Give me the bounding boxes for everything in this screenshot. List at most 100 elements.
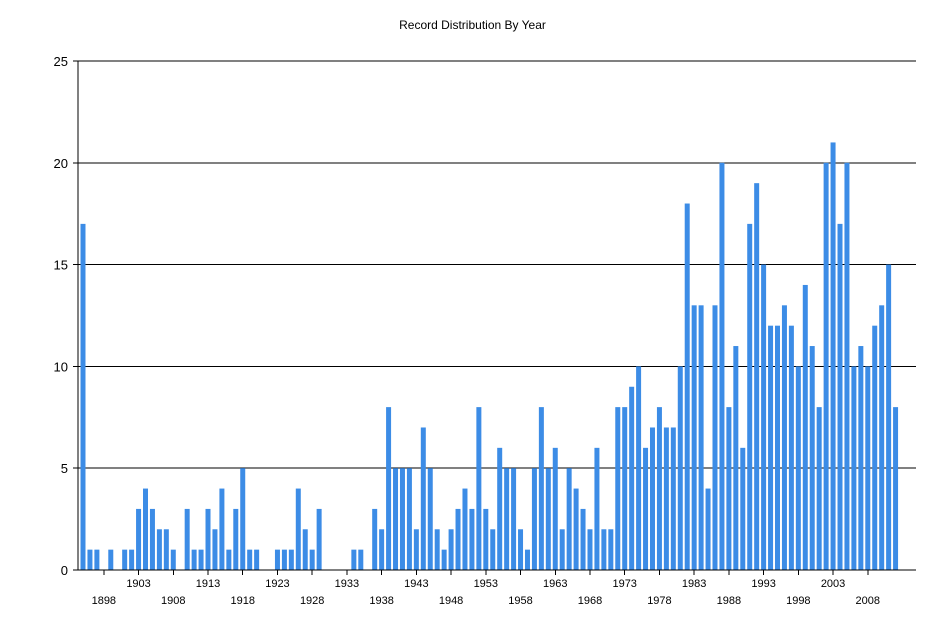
bar-2006 [851, 366, 857, 570]
xtick-label-1998: 1998 [786, 595, 810, 607]
bar-2009 [872, 325, 878, 570]
bar-1970 [601, 529, 607, 570]
bar-1908 [170, 549, 176, 570]
bar-2004 [837, 223, 843, 570]
bar-1902 [129, 549, 135, 570]
bar-1904 [143, 488, 149, 570]
bar-1991 [747, 223, 753, 570]
xtick-label-1963: 1963 [543, 578, 567, 590]
bar-2002 [823, 162, 829, 571]
bar-1960 [531, 468, 537, 570]
bar-1939 [386, 407, 392, 570]
xtick-label-1938: 1938 [369, 595, 393, 607]
bar-1940 [393, 468, 399, 570]
bar-1987 [719, 162, 725, 571]
bar-2007 [858, 346, 864, 570]
bar-1994 [768, 325, 774, 570]
bar-1947 [441, 549, 447, 570]
bar-1980 [670, 427, 676, 570]
xtick-label-1958: 1958 [508, 595, 532, 607]
bar-1969 [594, 447, 600, 570]
bar-1903 [136, 508, 142, 570]
bar-1942 [406, 468, 412, 570]
bar-1998 [795, 366, 801, 570]
bar-1974 [629, 386, 635, 570]
bar-1926 [295, 488, 301, 570]
bar-1917 [233, 508, 239, 570]
bar-1955 [497, 447, 503, 570]
bar-1993 [761, 264, 767, 570]
ytick-label-25: 25 [54, 54, 68, 69]
bar-2003 [830, 142, 836, 570]
bar-1910 [184, 508, 190, 570]
bar-2012 [893, 407, 899, 570]
xtick-label-1903: 1903 [126, 578, 150, 590]
ytick-label-20: 20 [54, 156, 68, 171]
bar-1924 [281, 549, 287, 570]
xtick-label-1973: 1973 [612, 578, 636, 590]
bar-1927 [302, 529, 308, 570]
chart-title: Record Distribution By Year [399, 18, 546, 32]
xtick-label-1913: 1913 [196, 578, 220, 590]
xtick-label-1978: 1978 [647, 595, 671, 607]
bar-1989 [733, 346, 739, 570]
bar-2001 [816, 407, 822, 570]
xtick-label-1988: 1988 [717, 595, 741, 607]
xtick-label-1983: 1983 [682, 578, 706, 590]
bar-1918 [240, 468, 246, 570]
bar-1956 [504, 468, 510, 570]
bar-1905 [149, 508, 155, 570]
bar-1997 [788, 325, 794, 570]
xtick-label-1993: 1993 [751, 578, 775, 590]
bar-1945 [427, 468, 433, 570]
bar-1895 [80, 223, 86, 570]
bar-2000 [809, 346, 815, 570]
bar-1950 [462, 488, 468, 570]
bar-1907 [163, 529, 169, 570]
bar-1919 [247, 549, 253, 570]
ytick-label-5: 5 [61, 461, 68, 476]
xtick-label-1953: 1953 [474, 578, 498, 590]
bar-1964 [559, 529, 565, 570]
bar-1992 [754, 183, 760, 570]
bar-1996 [781, 305, 787, 570]
bar-1973 [622, 407, 628, 570]
bar-1957 [511, 468, 517, 570]
ytick-label-15: 15 [54, 258, 68, 273]
bar-1967 [580, 508, 586, 570]
bar-1999 [802, 284, 808, 570]
ytick-label-0: 0 [61, 563, 68, 578]
bar-1981 [677, 366, 683, 570]
bar-1951 [469, 508, 475, 570]
xtick-label-1908: 1908 [161, 595, 185, 607]
xtick-label-1918: 1918 [230, 595, 254, 607]
bar-1906 [156, 529, 162, 570]
xtick-label-1923: 1923 [265, 578, 289, 590]
bar-2008 [865, 366, 871, 570]
bar-1975 [636, 366, 642, 570]
bar-1928 [309, 549, 315, 570]
bar-1953 [483, 508, 489, 570]
bar-1934 [351, 549, 357, 570]
bar-1943 [413, 529, 419, 570]
bar-1941 [399, 468, 405, 570]
bar-1937 [372, 508, 378, 570]
bar-1986 [712, 305, 718, 570]
bar-1916 [226, 549, 232, 570]
bar-1984 [698, 305, 704, 570]
bar-2010 [879, 305, 885, 570]
bar-1985 [705, 488, 711, 570]
xtick-label-1933: 1933 [335, 578, 359, 590]
xtick-label-2008: 2008 [856, 595, 880, 607]
bar-1954 [490, 529, 496, 570]
bar-1968 [587, 529, 593, 570]
bar-1912 [198, 549, 204, 570]
xtick-label-1948: 1948 [439, 595, 463, 607]
bar-1972 [615, 407, 621, 570]
bar-1990 [740, 447, 746, 570]
bar-1963 [552, 447, 558, 570]
bar-1995 [775, 325, 780, 570]
xtick-label-2003: 2003 [821, 578, 845, 590]
bar-1982 [684, 203, 690, 570]
